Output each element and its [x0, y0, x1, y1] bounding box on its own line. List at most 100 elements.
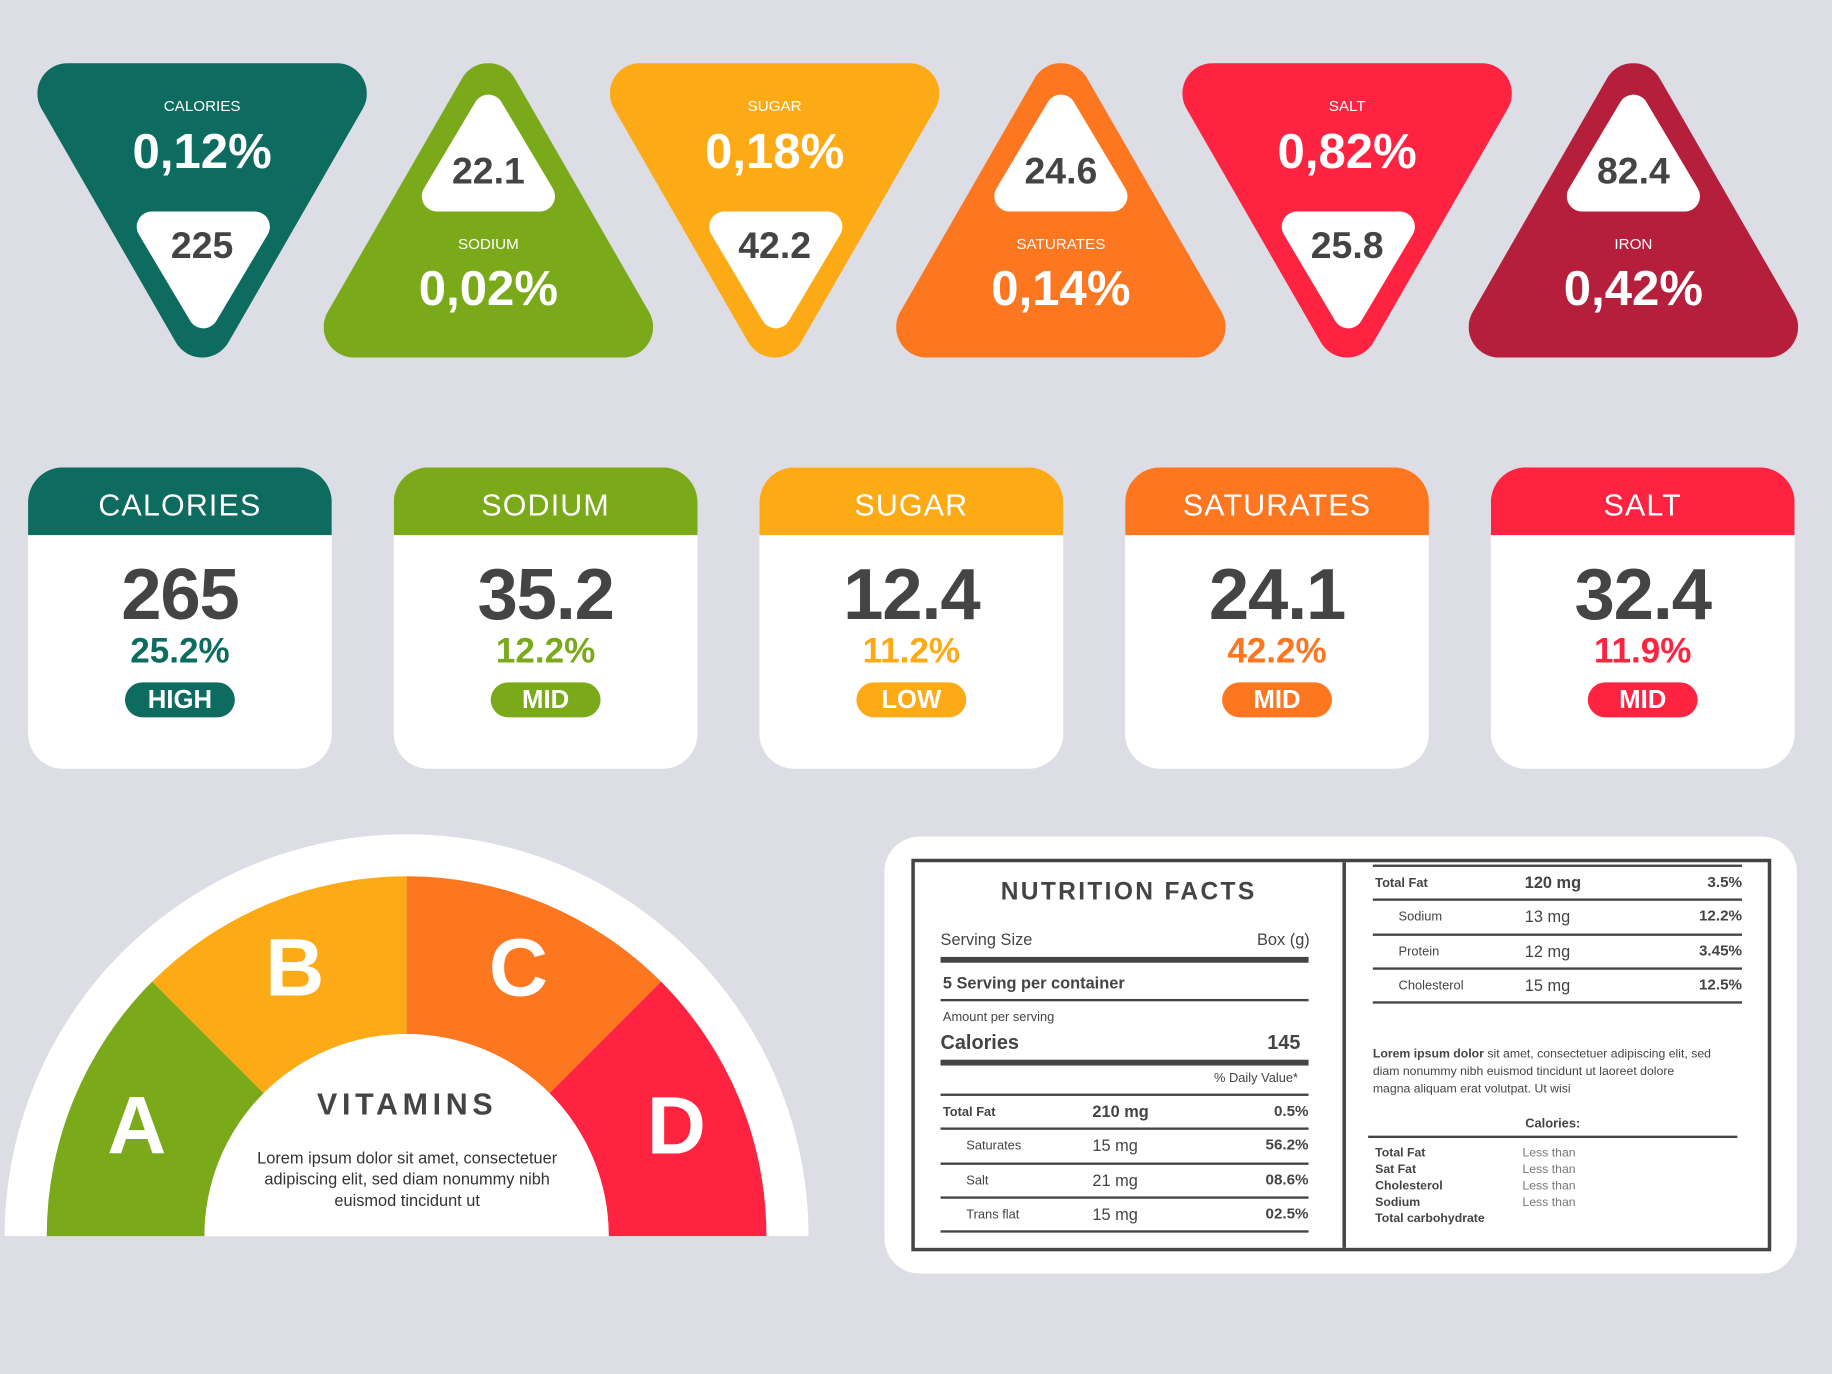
footnote-name: Total carbohydrate [1375, 1211, 1485, 1226]
triangle-shape [323, 63, 654, 358]
card-percent: 25.2% [130, 632, 230, 671]
triangle-shape [1468, 63, 1799, 358]
nutrient-percent: 08.6% [1265, 1170, 1309, 1188]
footnote-value: Less than [1522, 1178, 1576, 1193]
triangle-value: 22.1 [451, 149, 525, 192]
serving-size-value: Box (g) [1257, 930, 1310, 949]
nutrient-amount: 12 mg [1524, 941, 1571, 960]
triangle-saturates: 24.6 SATURATES 0,14% [896, 63, 1226, 358]
card-value: 12.4 [843, 554, 980, 636]
gauge-segment-c [406, 876, 662, 1094]
triangle-label: IRON [1614, 234, 1653, 253]
gauge-segment-a [46, 981, 264, 1237]
triangle-percent: 0,02% [418, 260, 558, 316]
nutrient-name: Salt [966, 1173, 989, 1188]
triangle-inner [421, 94, 555, 212]
footnote-name: Sodium [1375, 1195, 1421, 1210]
triangle-percent: 0,42% [1563, 260, 1703, 316]
nutrient-amount: 210 mg [1092, 1101, 1149, 1121]
lorem-bold: Lorem ipsum dolor [1372, 1046, 1484, 1061]
gauge-letter: C [489, 922, 548, 1013]
triangle-outer [609, 63, 940, 358]
nutrition-title: NUTRITION FACTS [1000, 878, 1257, 906]
triangle-value: 24.6 [1024, 149, 1098, 192]
triangle-shape [1182, 63, 1512, 358]
nutrition-facts-label: NUTRITION FACTS Serving Size Box (g) 5 S… [911, 858, 1772, 1252]
triangle-percent: 0,82% [1277, 123, 1417, 179]
column-divider [1342, 862, 1346, 1248]
divider [940, 1059, 1309, 1066]
triangle-value: 225 [170, 224, 234, 267]
divider [940, 1127, 1309, 1131]
divider [1368, 1135, 1738, 1138]
nutrient-percent: 12.2% [1698, 907, 1743, 925]
card-value: 35.2 [477, 554, 614, 636]
card-percent: 11.2% [862, 632, 961, 671]
divider [940, 998, 1309, 1002]
triangle-inner [136, 211, 270, 329]
divider [940, 956, 1309, 963]
card-header: CALORIES [28, 467, 332, 536]
triangle-sugar: SUGAR 0,18% 42.2 [609, 63, 940, 358]
divider [940, 1230, 1309, 1233]
level-badge: MID [490, 682, 601, 718]
triangle-salt: SALT 0,82% 25.8 [1182, 63, 1512, 358]
triangle-shape [896, 63, 1226, 358]
card-percent: 11.9% [1593, 632, 1692, 671]
card-saturates: SATURATES 24.1 42.2% MID [1125, 467, 1429, 769]
divider [940, 1093, 1309, 1096]
footnote-name: Cholesterol [1375, 1178, 1443, 1193]
nutrient-name: Protein [1398, 944, 1440, 959]
triangle-label: SALT [1328, 96, 1366, 115]
nutrient-percent: 3.5% [1707, 872, 1743, 891]
gauge-letter: B [265, 922, 324, 1013]
nutrient-amount: 13 mg [1524, 907, 1571, 926]
divider [1372, 967, 1743, 970]
card-header: SODIUM [393, 467, 698, 536]
card-header: SUGAR [759, 467, 1064, 536]
triangle-value: 82.4 [1596, 149, 1670, 192]
gauge-segment-b [152, 876, 407, 1094]
gauge-segment-d [549, 981, 767, 1237]
footnote-value: Less than [1522, 1146, 1576, 1161]
triangle-outer [37, 63, 367, 358]
triangle-shape [37, 63, 367, 358]
triangle-label: SUGAR [747, 96, 802, 115]
divider [940, 1162, 1309, 1165]
level-badge: HIGH [125, 682, 235, 718]
nutrient-name: Trans flat [966, 1207, 1020, 1222]
daily-value-label: % Daily Value* [1213, 1071, 1299, 1086]
triangle-label: SATURATES [1016, 234, 1106, 253]
divider [1372, 898, 1743, 902]
lorem-rest: sit amet, consectetuer adipiscing elit, … [1372, 1046, 1712, 1096]
triangle-value: 42.2 [738, 224, 812, 267]
gauge-letter: D [647, 1081, 706, 1172]
divider [1372, 1001, 1743, 1004]
card-salt: SALT 32.4 11.9% MID [1490, 467, 1795, 769]
nutrient-name: Cholesterol [1398, 978, 1464, 993]
footnote-value: Less than [1522, 1195, 1576, 1210]
level-badge: LOW [856, 682, 967, 718]
nutrient-percent: 12.5% [1698, 975, 1743, 993]
nutrient-amount: 21 mg [1092, 1170, 1138, 1189]
divider [940, 1196, 1309, 1199]
nutrient-amount: 15 mg [1092, 1204, 1138, 1224]
triangle-outer [1182, 63, 1512, 358]
gauge-title: VITAMINS [317, 1086, 498, 1122]
gauge-text: Lorem ipsum dolor sit amet, consectetuer… [257, 1148, 558, 1210]
gauge-center [204, 1034, 609, 1237]
triangle-inner [1281, 211, 1415, 329]
calories-header: Calories: [1525, 1116, 1581, 1131]
card-calories: CALORIES 265 25.2% HIGH [28, 467, 332, 769]
nutrient-percent: 3.45% [1698, 941, 1743, 959]
calories-label: Calories [940, 1031, 1019, 1054]
nutrient-name: Total Fat [1375, 876, 1428, 891]
triangle-calories: CALORIES 0,12% 225 [37, 63, 367, 358]
triangle-percent: 0,12% [132, 123, 272, 179]
card-percent: 42.2% [1227, 632, 1327, 671]
amount-per-serving: Amount per serving [942, 1010, 1055, 1025]
footnote-name: Total Fat [1375, 1146, 1426, 1161]
triangle-value: 25.8 [1310, 224, 1384, 267]
card-value: 265 [121, 554, 240, 636]
servings-per-container: 5 Serving per container [942, 973, 1125, 992]
